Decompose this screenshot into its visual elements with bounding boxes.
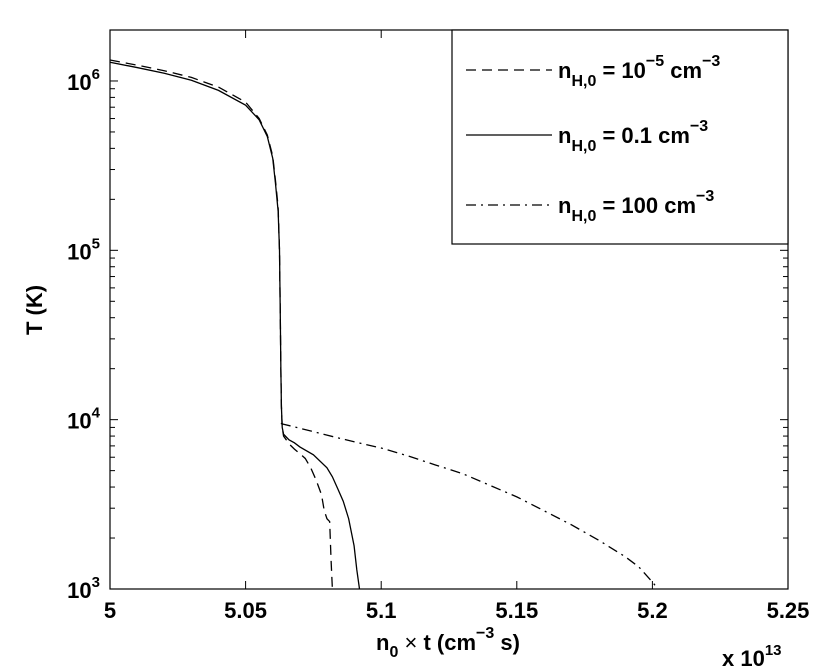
legend: nH,0 = 10−5 cm−3 nH,0 = 0.1 cm−3 nH,0 = 10…: [451, 29, 789, 245]
y-tick-label: 104: [67, 405, 100, 434]
legend-label-1: nH,0 = 10−5 cm−3: [558, 53, 720, 90]
x-tick-label: 5: [104, 598, 116, 623]
legend-box: [451, 29, 789, 245]
y-tick-label: 106: [67, 66, 100, 95]
legend-label-3: nH,0 = 100 cm−3: [558, 188, 714, 225]
x-tick-label: 5.1: [366, 598, 397, 623]
x-tick-label: 5.2: [637, 598, 668, 623]
x-tick-label: 5.15: [495, 598, 538, 623]
x-tick-label: 5.05: [224, 598, 267, 623]
series-line-3: [280, 422, 656, 586]
x-tick-label: 5.25: [767, 598, 810, 623]
y-tick-label: 105: [67, 235, 100, 264]
axes-layer: 5 5.05 5.1 5.15 5.2 5.25 103 104 105 106: [67, 29, 810, 623]
x-axis-label: n0 × t (cm−3 s): [376, 625, 520, 661]
legend-label-2: nH,0 = 0.1 cm−3: [558, 118, 708, 155]
series-line-2: [109, 61, 361, 590]
labels-layer: T (K) n0 × t (cm−3 s) x 1013: [22, 285, 782, 671]
x-axis-multiplier: x 1013: [722, 642, 782, 671]
y-axis-label: T (K): [22, 285, 47, 335]
y-tick-label: 103: [67, 574, 100, 603]
series-layer: [109, 59, 656, 590]
